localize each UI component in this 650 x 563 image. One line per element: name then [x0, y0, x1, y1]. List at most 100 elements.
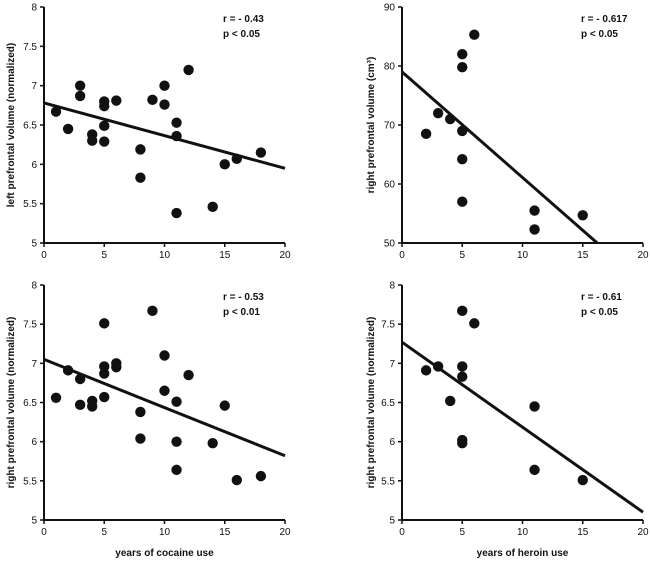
chart-heroin-right-cm3: 50 60 70 80 90 0 5 10 15 20 right prefrontal volum…: [366, 3, 649, 262]
data-point: [432, 108, 444, 119]
data-point: [50, 106, 62, 117]
data-point: [147, 305, 158, 317]
data-point: [74, 373, 86, 385]
data-point: [87, 135, 98, 146]
data-point: [171, 130, 182, 142]
y-tick-label: 7.5: [23, 320, 37, 331]
data-point: [183, 369, 194, 381]
y-tick-label: 6.5: [381, 398, 395, 409]
x-tick-label: 5: [459, 527, 465, 538]
data-point: [577, 474, 588, 486]
data-point: [62, 365, 74, 376]
x-tick-label: 5: [101, 250, 107, 261]
y-tick-label: 5.5: [23, 199, 37, 210]
y-tick-label: 60: [384, 180, 396, 191]
data-point: [529, 205, 540, 216]
data-point: [529, 401, 540, 412]
x-tick-label: 0: [41, 527, 47, 538]
data-point: [99, 120, 110, 131]
data-point: [62, 123, 74, 135]
data-point: [231, 153, 242, 165]
data-point: [99, 391, 110, 403]
y-tick-label: 7.5: [23, 42, 37, 53]
x-tick-label: 0: [41, 250, 47, 261]
data-point: [457, 305, 468, 317]
data-point: [171, 207, 182, 219]
regression-line: [43, 358, 286, 458]
x-tick-label: 10: [159, 527, 171, 538]
y-tick-label: 5: [31, 516, 37, 527]
x-tick-label: 15: [219, 250, 231, 261]
y-tick-label: 7: [389, 359, 395, 370]
data-point: [99, 318, 110, 329]
p-value: p < 0.05: [581, 29, 618, 40]
y-tick-label: 6: [31, 437, 37, 448]
data-point: [420, 128, 432, 140]
data-point: [207, 438, 218, 449]
x-tick-label: 20: [637, 250, 649, 261]
x-tick-label: 20: [637, 527, 649, 538]
p-value: p < 0.05: [581, 307, 618, 318]
x-tick-label: 10: [517, 527, 529, 538]
data-point: [111, 95, 122, 106]
data-point: [50, 392, 62, 403]
data-point: [159, 350, 170, 361]
data-point: [111, 362, 122, 373]
data-point: [219, 400, 230, 411]
y-tick-label: 8: [31, 281, 37, 292]
data-point: [171, 396, 182, 407]
y-tick-label: 90: [384, 3, 396, 14]
data-point: [529, 224, 540, 235]
x-tick-label: 10: [159, 250, 171, 261]
data-point: [99, 100, 110, 112]
y-axis-title: right prefrontal volume (normalized): [366, 317, 377, 489]
data-point: [432, 361, 444, 372]
data-point: [255, 147, 267, 158]
data-point: [99, 136, 110, 147]
regression-line: [43, 101, 286, 170]
y-tick-label: 6.5: [23, 121, 37, 132]
data-point: [207, 201, 218, 213]
data-point: [529, 464, 540, 476]
axis-lines: [401, 7, 643, 244]
data-point: [457, 361, 468, 372]
x-tick-label: 5: [459, 250, 465, 261]
data-point: [469, 29, 480, 40]
x-tick-label: 5: [101, 527, 107, 538]
data-point: [231, 474, 242, 486]
data-point: [457, 49, 468, 60]
r-value: r = - 0.61: [581, 292, 622, 303]
x-tick-label: 20: [279, 250, 291, 261]
data-point: [159, 80, 170, 91]
data-point: [457, 154, 468, 165]
r-value: r = - 0.617: [581, 14, 628, 25]
data-point: [457, 196, 468, 207]
x-tick-label: 15: [577, 250, 589, 261]
data-point: [135, 406, 146, 418]
data-point: [147, 94, 158, 106]
data-point: [171, 436, 182, 447]
data-point: [445, 395, 456, 407]
data-point: [159, 99, 170, 110]
x-tick-label: 15: [219, 527, 231, 538]
data-point: [457, 371, 468, 382]
data-point: [183, 64, 194, 76]
y-tick-label: 5: [31, 239, 37, 250]
x-axis-title: years of cocaine use: [115, 548, 214, 559]
data-point: [135, 172, 146, 183]
y-tick-label: 50: [384, 239, 396, 250]
regression-line: [401, 340, 644, 514]
data-point: [74, 90, 86, 102]
x-tick-label: 15: [577, 527, 589, 538]
y-tick-label: 70: [384, 121, 396, 132]
y-tick-label: 6.5: [23, 398, 37, 409]
data-point: [457, 125, 468, 137]
r-value: r = - 0.43: [223, 14, 264, 25]
x-tick-label: 0: [399, 250, 405, 261]
y-axis-title: left prefrontal volume (normalized): [6, 43, 17, 207]
data-point: [457, 61, 468, 73]
